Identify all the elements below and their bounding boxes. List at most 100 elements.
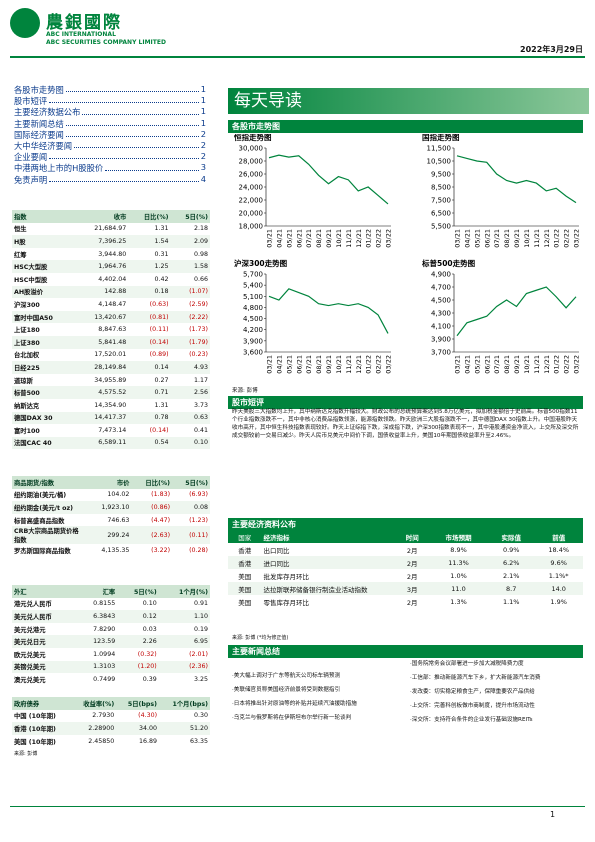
y-tick-label: 4,700 <box>431 284 451 292</box>
y-tick-label: 5,700 <box>243 271 263 279</box>
cell: 142.88 <box>75 285 129 299</box>
x-tick-label: 03/21 <box>454 355 462 374</box>
y-tick-label: 22,000 <box>239 197 264 205</box>
cell: 0.10 <box>170 436 210 450</box>
cell: 63.35 <box>189 737 208 745</box>
cell: 4,148.47 <box>98 300 127 308</box>
cell: 罗杰斯国际商品指数 <box>14 548 71 556</box>
toc-item: 国际经济要闻 2 <box>14 129 206 140</box>
cell: 3,944.80 <box>98 250 127 258</box>
cell: (0.89) <box>149 351 169 359</box>
toc-page: 1 <box>200 106 206 117</box>
cell: 6.95 <box>158 635 210 648</box>
cell: 1.31 <box>154 225 169 233</box>
y-tick-label: 3,900 <box>243 337 263 345</box>
y-tick-label: 3,700 <box>431 349 451 357</box>
cell: 2.1% <box>502 571 520 580</box>
charts: 恒指走势图 18,000 20,000 22,000 24,000 26,000 28,00… <box>234 134 581 374</box>
cell: 0.71 <box>128 386 171 399</box>
source: 来源: 彭博 <box>14 751 38 757</box>
cell: 美元兑港元 <box>14 626 46 634</box>
x-tick-label: 02/22 <box>375 355 383 374</box>
cell: 3.25 <box>193 675 208 683</box>
y-tick-label: 9,500 <box>431 171 451 179</box>
cell: 0.54 <box>128 436 171 450</box>
cell: 1.0994 <box>93 650 116 658</box>
cell: 0.8155 <box>93 600 116 608</box>
cell: (0.86) <box>131 501 173 514</box>
row: 富时中国A50 13,420.67 (0.81) (2.22) <box>12 310 210 324</box>
header-cell: 实际值 <box>488 530 535 543</box>
bond-table: 政府债券 收益率(%) 5日(bps) 1个月(bps) 中国 (10年期) 2.7930… <box>12 697 210 747</box>
cell: 6,589.11 <box>75 436 129 450</box>
toc-item: 免责声明 4 <box>14 174 206 185</box>
y-tick-label: 4,900 <box>431 271 451 279</box>
header-cell: 日比(%) <box>128 210 171 223</box>
cell: (3.22) <box>151 547 171 555</box>
x-tick-label: 04/21 <box>275 355 283 374</box>
brand-en: ABC SECURITIES COMPANY LIMITED <box>46 39 166 46</box>
cell: 0.98 <box>193 250 208 258</box>
toc: 各股市走势图 1 股市短评 1 主要经济数据公布 1 主要新闻总结 1 国际经济要闻 2 大中华经济… <box>14 84 206 185</box>
cell: 批发库存月环比 <box>263 572 309 581</box>
toc-item: 主要新闻总结 1 <box>14 118 206 129</box>
cell: 美元兑人民币 <box>12 610 77 623</box>
header-cell: 国家 <box>228 530 262 543</box>
header-cell: 5日(bps) <box>116 697 160 710</box>
cell: 1.9% <box>550 597 567 606</box>
header-row: 国家 经济指标 时间 市场预期 实际值 前值 <box>228 530 583 543</box>
y-tick-label: 24,000 <box>239 184 264 192</box>
cell: 123.59 <box>76 635 118 648</box>
row: HSC中型股 4,402.04 0.42 0.66 <box>12 273 210 286</box>
cell: 0.18 <box>128 285 171 299</box>
rule <box>10 56 585 58</box>
cell: (2.36) <box>158 660 210 674</box>
toc-page: 2 <box>200 128 206 139</box>
cell: 台北加权 <box>14 352 40 360</box>
news-item: ·上交所：完善科创板做市商制度，提升市场流动性 <box>410 703 535 709</box>
news-right: ·国务院常务会议部署进一步加大减税降费力度 ·工信部：推动新能源汽车下乡，扩大新能… <box>410 660 580 730</box>
cell: 1.54 <box>128 235 171 248</box>
row: 美元兑港元 7.8290 0.03 0.19 <box>12 623 210 636</box>
row: 美元兑人民币 6.3843 0.12 1.10 <box>12 610 210 623</box>
cell: 0.42 <box>154 275 169 283</box>
cell: 1.1%* <box>548 571 569 580</box>
x-tick-label: 01/22 <box>553 229 561 248</box>
cell: 富时100 <box>14 427 40 435</box>
y-tick-label: 10,500 <box>427 158 452 166</box>
row: 富时100 7,473.14 (0.14) 0.41 <box>12 424 210 437</box>
cell: 8,847.63 <box>98 326 127 334</box>
x-tick-label: 12/21 <box>355 355 363 374</box>
cell: 标普500 <box>12 386 76 399</box>
cell: 14.0 <box>534 582 583 595</box>
row: 欧元兑美元 1.0994 (0.32) (2.01) <box>12 648 210 661</box>
x-tick-label: 07/21 <box>305 355 313 374</box>
cell: 1.25 <box>128 260 171 273</box>
cell: 34.00 <box>116 722 160 735</box>
news-item: ·美联储官员称美国经济前景将受到数据指引 <box>232 687 341 693</box>
cell: AH股溢价 <box>12 285 76 299</box>
header-cell: 1个月(bps) <box>159 697 210 710</box>
cell: 51.20 <box>159 722 210 735</box>
x-tick-label: 06/21 <box>483 229 491 248</box>
y-tick-label: 20,000 <box>239 210 264 218</box>
x-tick-label: 04/21 <box>463 229 471 248</box>
section-title: 主要经济资料公布 <box>228 518 583 531</box>
cell: 21,684.97 <box>94 225 127 233</box>
toc-dots <box>49 151 199 160</box>
source: 来源: 彭博 (*均为修正值) <box>232 635 289 641</box>
toc-title: 各股市走势图 <box>14 85 64 95</box>
y-tick-label: 5,500 <box>431 223 451 231</box>
line <box>456 155 577 204</box>
cell: 纽约期油(美元/桶) <box>14 492 67 500</box>
y-tick-label: 18,000 <box>239 223 264 231</box>
row: 德国DAX 30 14,417.37 0.78 0.63 <box>12 411 210 425</box>
cell: 美国 <box>228 582 262 595</box>
cell: 14,417.37 <box>75 411 129 425</box>
cell: 上证380 <box>12 335 76 349</box>
row: 英镑兑美元 1.3103 (1.20) (2.36) <box>12 660 210 674</box>
x-tick-label: 10/21 <box>335 355 343 374</box>
cell: 法国CAC 40 <box>12 436 76 450</box>
x-tick-label: 10/21 <box>523 355 531 374</box>
cell: CRB大宗商品期货价格指数 <box>12 526 86 545</box>
